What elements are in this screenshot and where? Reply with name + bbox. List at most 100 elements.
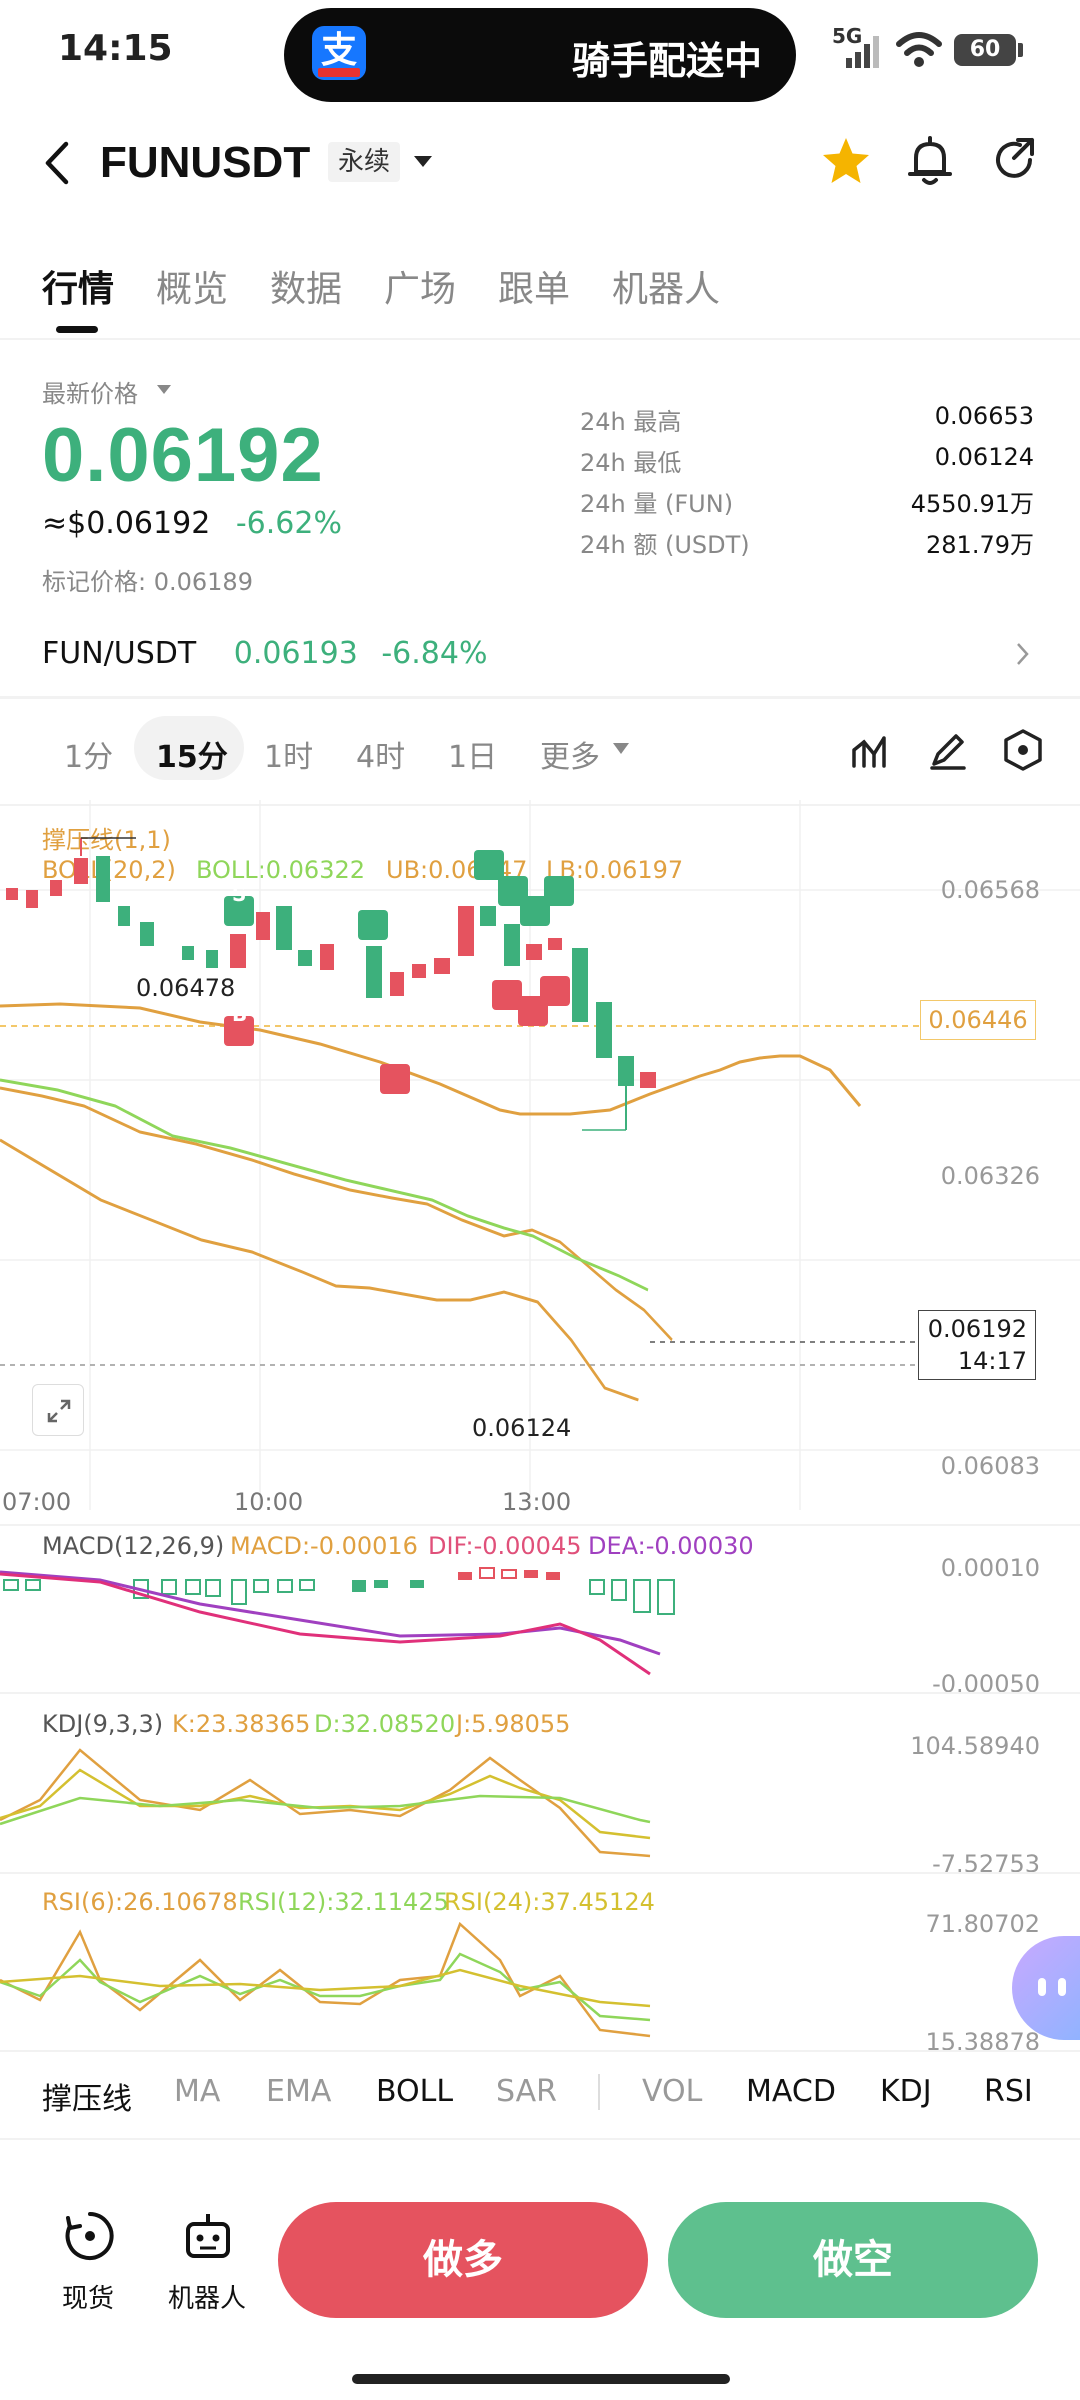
tab-robot[interactable]: 机器人 — [612, 269, 721, 310]
alipay-icon: 支 — [312, 26, 366, 80]
robot-label[interactable]: 机器人 — [168, 2284, 247, 2314]
short-button[interactable]: 做空 — [668, 2202, 1038, 2318]
rsi6: RSI(6):26.10678 — [42, 1888, 238, 1916]
stat-volume-value: 4550.91万 — [910, 490, 1034, 518]
wifi-icon — [896, 32, 942, 67]
signal-icon — [846, 36, 879, 68]
contract-type-badge[interactable]: 永续 — [328, 142, 401, 182]
settings-hexagon-icon[interactable] — [1002, 728, 1044, 772]
rsi24: RSI(24):37.45124 — [444, 1888, 655, 1916]
tab-overview[interactable]: 概览 — [156, 269, 229, 310]
symbol-title[interactable]: FUNUSDT — [100, 138, 311, 187]
boll-mid-value: BOLL:0.06322 — [196, 856, 366, 884]
divider — [0, 804, 1080, 806]
rsi12: RSI(12):32.11425 — [238, 1888, 449, 1916]
dynamic-island[interactable] — [284, 8, 796, 102]
last-price-label[interactable]: 最新价格 — [42, 380, 138, 408]
marker-sell: S — [232, 882, 247, 906]
tab-separator — [598, 2074, 600, 2110]
stat-high-value: 0.06653 — [934, 402, 1034, 430]
x-label: 10:00 — [234, 1488, 304, 1516]
timeframe-active-bg — [134, 716, 244, 780]
ind-tab-ma[interactable]: MA — [174, 2074, 221, 2109]
spot-pair-price: 0.06193 — [233, 636, 358, 671]
indicator-icon[interactable] — [850, 730, 890, 770]
robot-icon[interactable] — [182, 2210, 234, 2262]
candles — [6, 856, 656, 1088]
tab-market[interactable]: 行情 — [42, 269, 115, 310]
back-arrow-icon[interactable] — [40, 140, 76, 186]
chevron-right-icon[interactable] — [1016, 642, 1030, 666]
spot-label[interactable]: 现货 — [62, 2284, 115, 2314]
ind-tab-kdj[interactable]: KDJ — [880, 2074, 932, 2109]
divider — [0, 2050, 1080, 2052]
stat-turnover-label: 24h 额 (USDT) — [580, 531, 750, 559]
kdj-y-top: 104.58940 — [910, 1732, 1040, 1760]
stat-volume-label: 24h 量 (FUN) — [580, 490, 734, 518]
candlestick-chart[interactable] — [0, 800, 1080, 1520]
timeframe-1h[interactable]: 1时 — [264, 740, 314, 775]
more-dropdown-icon[interactable] — [612, 742, 630, 756]
expand-icon — [47, 1399, 71, 1423]
timeframe-1m[interactable]: 1分 — [64, 740, 114, 775]
timeframe-more[interactable]: 更多 — [540, 740, 600, 775]
macd-chart[interactable] — [0, 1560, 920, 1690]
y-label: 0.06083 — [940, 1452, 1040, 1480]
high-marker-label: 0.06478 — [136, 974, 236, 1002]
chat-bot-icon — [1038, 1978, 1066, 1996]
kdj-j: J:5.98055 — [456, 1710, 571, 1738]
tab-underline — [56, 326, 98, 333]
trade-markers — [224, 850, 574, 1094]
ind-tab-ema[interactable]: EMA — [266, 2074, 332, 2109]
ind-tab-boll[interactable]: BOLL — [376, 2074, 454, 2109]
current-price-tag[interactable]: 0.06192 14:17 — [918, 1310, 1036, 1380]
stat-high-label: 24h 最高 — [580, 408, 682, 436]
x-label: 13:00 — [502, 1488, 572, 1516]
spot-pair-row[interactable]: FUN/USDT 0.06193 -6.84% — [42, 636, 488, 671]
kdj-k: K:23.38365 — [172, 1710, 311, 1738]
divider — [0, 696, 1080, 699]
draw-pencil-icon[interactable] — [928, 730, 968, 770]
share-icon[interactable] — [990, 136, 1038, 184]
battery-tip — [1018, 43, 1023, 57]
y-label: 0.06326 — [940, 1162, 1040, 1190]
timeframe-15m[interactable]: 15分 — [156, 740, 228, 775]
kdj-d: D:32.08520 — [314, 1710, 456, 1738]
divider — [0, 1524, 1080, 1526]
divider — [0, 1692, 1080, 1694]
current-price-tag-value: 0.06192 — [927, 1315, 1027, 1343]
x-label: 07:00 — [2, 1488, 72, 1516]
spot-pair-name: FUN/USDT — [42, 636, 197, 671]
stat-low-value: 0.06124 — [934, 443, 1034, 471]
kdj-chart[interactable] — [0, 1740, 920, 1880]
assistant-bubble[interactable] — [1012, 1936, 1080, 2040]
bell-icon[interactable] — [906, 134, 954, 188]
usd-price: ≈$0.06192 — [42, 506, 211, 541]
divider — [0, 1872, 1080, 1874]
home-indicator[interactable] — [352, 2374, 730, 2384]
spot-pair-change: -6.84% — [381, 636, 488, 671]
tab-data[interactable]: 数据 — [270, 269, 343, 310]
tab-square[interactable]: 广场 — [384, 269, 457, 310]
timeframe-4h[interactable]: 4时 — [356, 740, 406, 775]
long-button[interactable]: 做多 — [278, 2202, 648, 2318]
divider — [0, 2138, 1080, 2140]
fullscreen-button[interactable] — [32, 1384, 84, 1436]
ind-tab-sr[interactable]: 撑压线 — [42, 2082, 132, 2117]
price-label-dropdown-icon[interactable] — [156, 384, 172, 396]
ind-tab-vol[interactable]: VOL — [642, 2074, 703, 2109]
tab-copy-trade[interactable]: 跟单 — [498, 269, 571, 310]
macd-title: MACD(12,26,9) — [42, 1532, 225, 1560]
spot-icon[interactable] — [64, 2210, 116, 2262]
rsi-chart[interactable] — [0, 1920, 920, 2060]
macd-value: MACD:-0.00016 — [230, 1532, 418, 1560]
symbol-dropdown-icon[interactable] — [412, 154, 434, 170]
timeframe-1d[interactable]: 1日 — [448, 740, 498, 775]
ind-tab-sar[interactable]: SAR — [496, 2074, 557, 2109]
current-price-tag-time: 14:17 — [957, 1347, 1027, 1375]
marker-buy: B — [232, 1002, 248, 1026]
macd-y-top: 0.00010 — [940, 1554, 1040, 1582]
ind-tab-macd[interactable]: MACD — [746, 2074, 836, 2109]
ind-tab-rsi[interactable]: RSI — [984, 2074, 1033, 2109]
favorite-star-icon[interactable] — [820, 136, 872, 186]
